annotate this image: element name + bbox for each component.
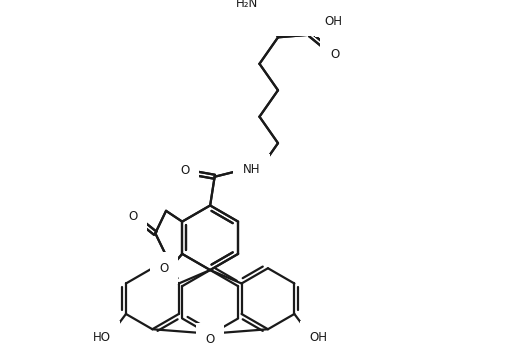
Text: H₂N: H₂N [235,0,257,10]
Text: O: O [128,210,137,223]
Text: NH: NH [242,163,260,176]
Text: O: O [205,333,214,346]
Text: O: O [329,48,338,61]
Text: NH: NH [242,163,260,176]
Text: HO: HO [93,331,110,344]
Text: O: O [205,333,214,346]
Text: OH: OH [324,15,342,28]
Text: H₂N: H₂N [235,0,257,10]
Text: O: O [159,262,168,275]
Text: O: O [329,48,338,61]
Text: OH: OH [324,15,342,28]
Text: O: O [180,164,189,177]
Text: OH: OH [309,331,327,344]
Text: O: O [128,210,137,223]
Text: O: O [180,164,189,177]
Polygon shape [258,11,277,37]
Polygon shape [258,11,277,37]
Text: O: O [159,262,168,275]
